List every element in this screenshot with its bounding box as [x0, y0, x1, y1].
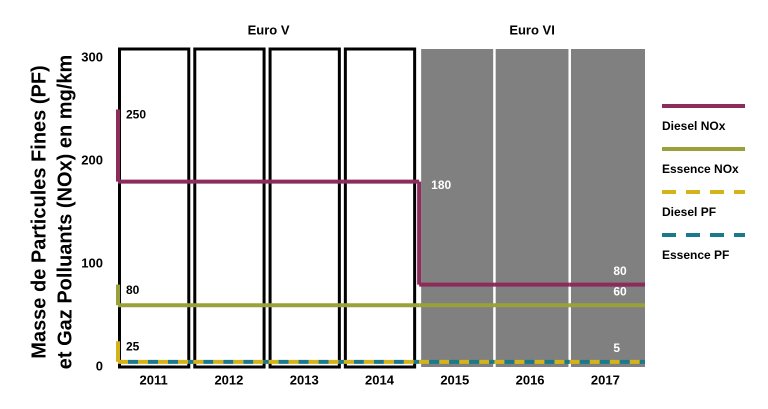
data-label: 80	[613, 264, 627, 278]
column-box	[268, 47, 341, 369]
group-label: Euro V	[248, 22, 290, 37]
group-label: Euro VI	[509, 22, 555, 37]
legend-label: Diesel NOx	[662, 119, 726, 133]
column-box	[118, 47, 191, 369]
x-tick-label: 2015	[440, 372, 469, 387]
legend-label: Essence PF	[662, 248, 729, 262]
data-label: 25	[126, 339, 140, 353]
legend-label: Essence NOx	[662, 162, 739, 176]
column-bg	[421, 49, 645, 367]
x-tick-label: 2012	[214, 372, 243, 387]
column-box	[343, 47, 417, 369]
y-tick-label: 0	[96, 358, 103, 373]
y-axis-title: Masse de Particules Fines (PF)	[28, 65, 50, 358]
column-box	[193, 47, 266, 369]
y-tick-label: 100	[81, 255, 103, 270]
x-tick-label: 2014	[365, 372, 395, 387]
x-tick-label: 2013	[290, 372, 319, 387]
y-axis-title: et Gaz Polluants (NOx) en mg/km	[54, 55, 76, 370]
x-tick-label: 2017	[591, 372, 620, 387]
y-tick-label: 200	[81, 152, 103, 167]
data-label: 250	[126, 108, 146, 122]
y-tick-label: 300	[81, 49, 103, 64]
data-label: 180	[431, 178, 451, 192]
data-label: 80	[126, 283, 140, 297]
x-tick-label: 2011	[140, 372, 168, 387]
legend-label: Diesel PF	[662, 205, 716, 219]
data-label: 60	[613, 284, 627, 298]
data-label: 5	[613, 341, 620, 355]
x-tick-label: 2016	[516, 372, 545, 387]
